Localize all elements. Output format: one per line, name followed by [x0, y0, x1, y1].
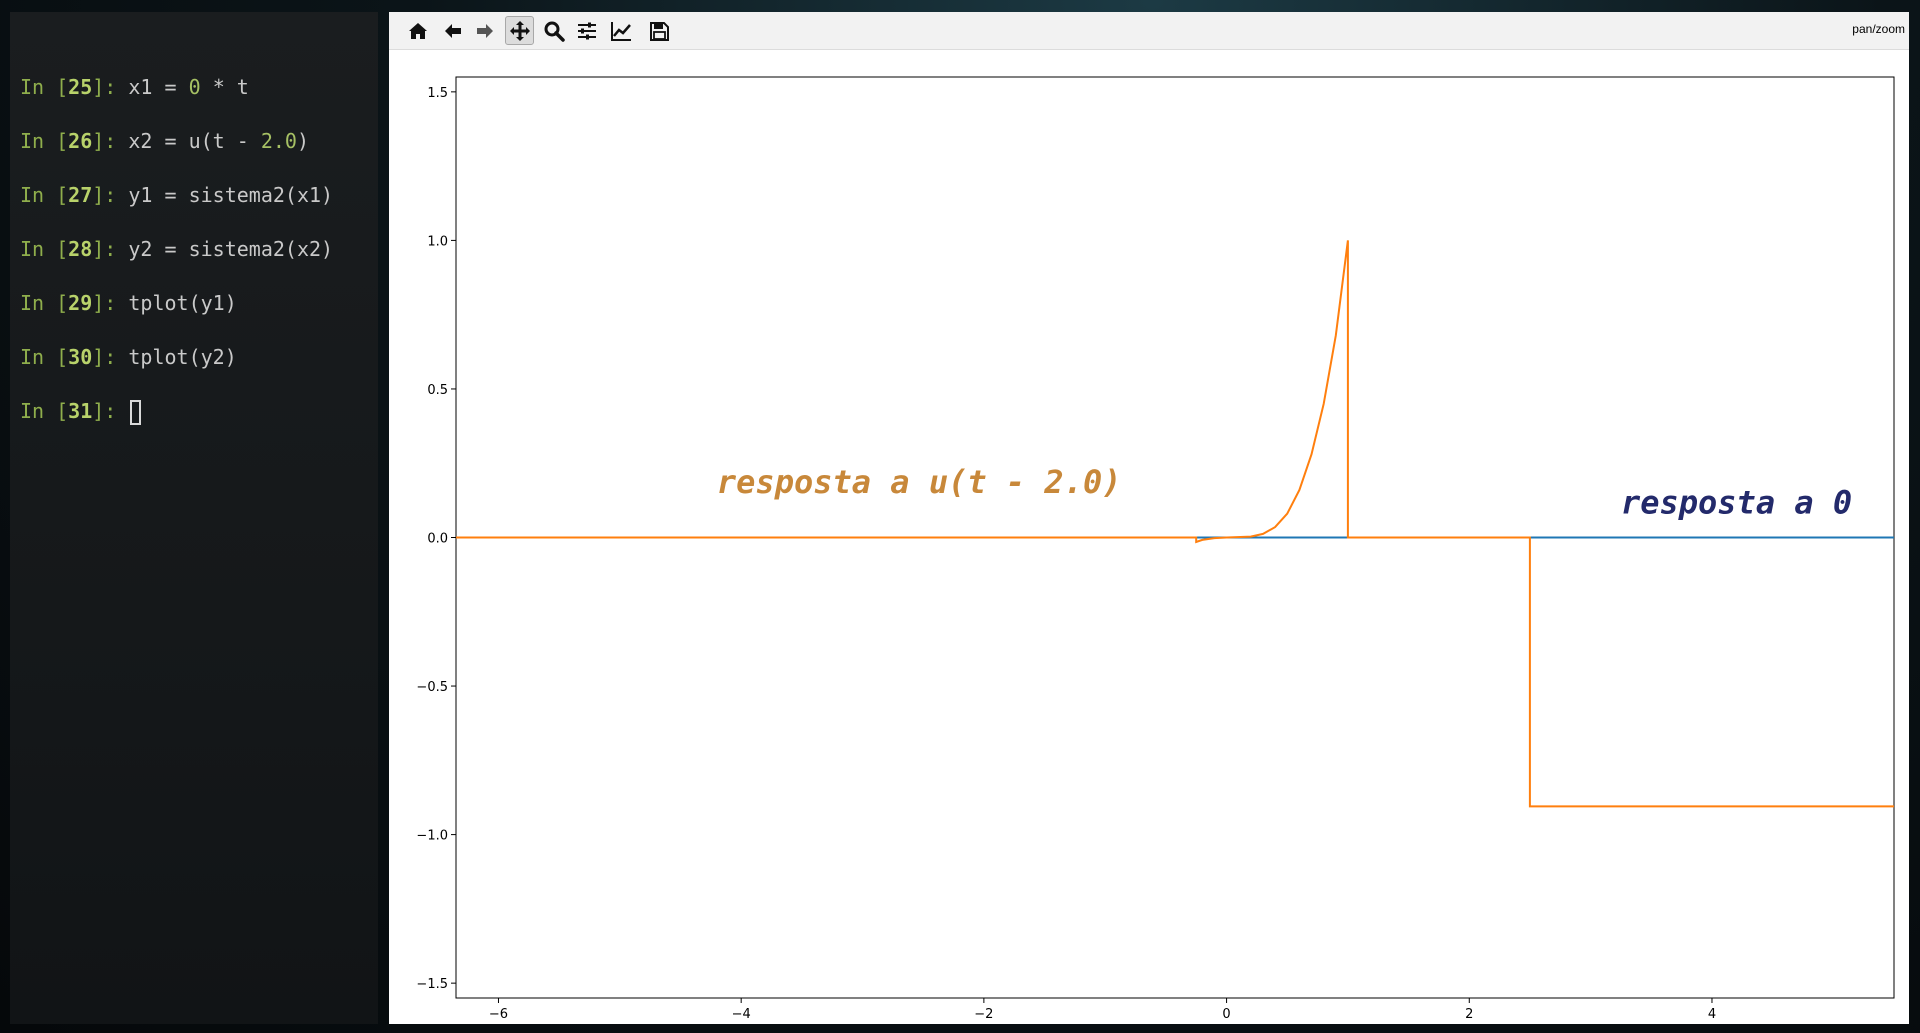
prompt-close: ]: — [92, 345, 129, 369]
prompt-number: 28 — [68, 237, 93, 261]
terminal-line: In [30]: tplot(y2) — [20, 330, 378, 384]
terminal-line: In [28]: y2 = sistema2(x2) — [20, 222, 378, 276]
magnifier-icon — [544, 21, 565, 42]
code-text: 0 — [188, 75, 201, 99]
prompt-number: 30 — [68, 345, 93, 369]
prompt-number: 25 — [68, 75, 93, 99]
code-text: * t — [200, 75, 249, 99]
forward-button[interactable] — [470, 16, 499, 45]
x-tick-label: 0 — [1222, 1007, 1230, 1022]
code-text: x2 = u(t - — [128, 129, 261, 153]
series-line-2 — [456, 240, 1894, 808]
x-tick-label: −4 — [732, 1007, 751, 1022]
y-tick-label: −1.0 — [416, 829, 448, 844]
prompt-in: In [ — [20, 75, 69, 99]
customize-button[interactable] — [606, 16, 635, 45]
terminal-line: In [29]: tplot(y1) — [20, 276, 378, 330]
terminal-line: In [27]: y1 = sistema2(x1) — [20, 168, 378, 222]
code-text: y1 = sistema2(x1) — [128, 183, 334, 207]
sliders-icon — [577, 22, 596, 39]
code-text: 2.0 — [260, 129, 297, 153]
annotation-text-2: resposta a 0 — [1621, 484, 1852, 522]
text-cursor[interactable] — [130, 400, 142, 425]
prompt-close: ]: — [92, 399, 129, 423]
prompt-in: In [ — [20, 129, 69, 153]
prompt-in: In [ — [20, 237, 69, 261]
x-tick-label: −6 — [489, 1007, 508, 1022]
y-tick-label: 0.5 — [427, 383, 448, 398]
pan-button[interactable] — [505, 16, 534, 45]
navigation-toolbar: pan/zoom — [389, 12, 1909, 50]
matplotlib-figure-window: pan/zoom −6 −4 −2 0 2 4 1.5 1.0 0.5 0.0 −0.5 −1.0 −1… — [389, 12, 1909, 1024]
x-tick-label: 2 — [1465, 1007, 1473, 1022]
prompt-number: 29 — [68, 291, 93, 315]
arrow-right-icon — [476, 23, 493, 38]
y-tick-label: −0.5 — [416, 680, 448, 695]
prompt-in: In [ — [20, 291, 69, 315]
prompt-close: ]: — [92, 129, 129, 153]
home-button[interactable] — [403, 16, 432, 45]
terminal-line: In [31]: — [20, 384, 378, 438]
line-chart-icon — [610, 21, 631, 41]
floppy-icon — [649, 21, 669, 41]
prompt-in: In [ — [20, 183, 69, 207]
save-button[interactable] — [644, 16, 673, 45]
ipython-terminal[interactable]: In [25]: x1 = 0 * t In [26]: x2 = u(t - 2… — [10, 12, 378, 1024]
x-tick-label: 4 — [1708, 1007, 1716, 1022]
y-tick-label: 1.0 — [427, 234, 448, 249]
prompt-number: 26 — [68, 129, 93, 153]
prompt-number: 27 — [68, 183, 93, 207]
arrow-left-icon — [444, 23, 461, 38]
prompt-close: ]: — [92, 237, 129, 261]
y-tick-label: 1.5 — [427, 86, 448, 101]
annotation-text-1: resposta a u(t - 2.0) — [717, 463, 1122, 501]
terminal-line: In [26]: x2 = u(t - 2.0) — [20, 114, 378, 168]
subplots-button[interactable] — [572, 16, 601, 45]
prompt-number: 31 — [68, 399, 93, 423]
y-tick-label: 0.0 — [427, 532, 448, 547]
zoom-button[interactable] — [539, 16, 568, 45]
prompt-close: ]: — [92, 75, 129, 99]
prompt-close: ]: — [92, 291, 129, 315]
mode-label: pan/zoom — [1852, 22, 1905, 36]
terminal-line: In [25]: x1 = 0 * t — [20, 60, 378, 114]
home-icon — [408, 22, 427, 39]
plot-canvas[interactable]: −6 −4 −2 0 2 4 1.5 1.0 0.5 0.0 −0.5 −1.0 −1.5 respost… — [389, 49, 1909, 1024]
prompt-in: In [ — [20, 345, 69, 369]
code-text: ) — [296, 129, 310, 153]
code-text: y2 = sistema2(x2) — [128, 237, 334, 261]
code-text: x1 = — [128, 75, 189, 99]
prompt-in: In [ — [20, 399, 69, 423]
back-button[interactable] — [438, 16, 467, 45]
code-text: tplot(y2) — [128, 345, 237, 369]
code-text: tplot(y1) — [128, 291, 237, 315]
y-tick-label: −1.5 — [416, 977, 448, 992]
x-tick-label: −2 — [974, 1007, 993, 1022]
move-icon — [509, 20, 530, 41]
prompt-close: ]: — [92, 183, 129, 207]
